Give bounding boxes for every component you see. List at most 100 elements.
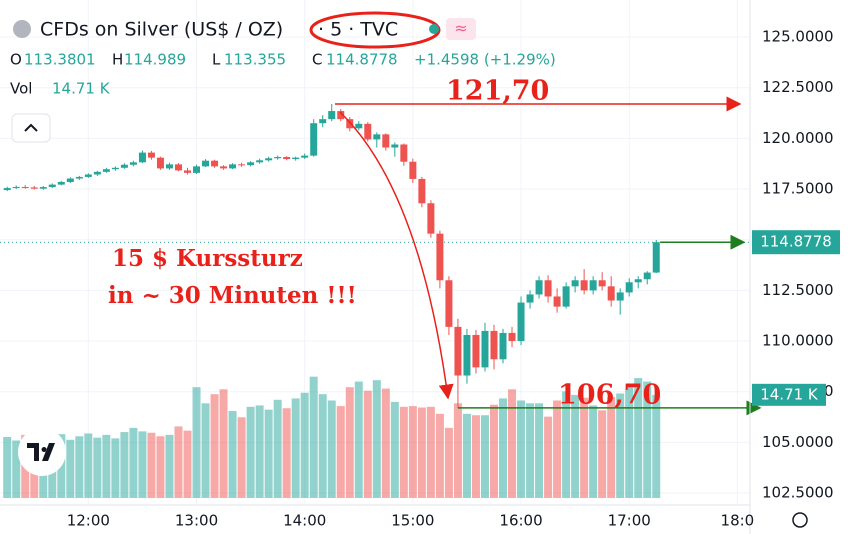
volume-bar [616,393,625,498]
volume-bar [625,384,634,498]
y-tick-label: 105.0000 [762,433,834,451]
logo [27,443,55,461]
candle-body [111,167,119,170]
volume-bar [219,389,228,498]
y-tick-label: 102.5000 [762,484,834,502]
candle-body [48,184,56,188]
candle-body [544,280,552,297]
candle-body [445,280,453,327]
candle-body [625,282,633,293]
volume-bar [318,394,327,498]
symbol-icon [13,20,31,38]
volume-box [752,383,826,406]
volume-bar [210,394,219,498]
y-tick-label: 122.5000 [762,78,834,96]
y-tick-label: 112.5000 [762,281,834,299]
annotation: 121,70 [446,75,549,106]
volume-bar [381,388,390,498]
volume-bar [264,409,273,498]
volume-bar [489,404,498,498]
volume-bar [426,406,435,498]
last-price-label: 114.8778 [760,233,832,251]
vol-value: 14.71 K [52,80,111,98]
candle-body [202,160,210,167]
candle-body [129,162,137,165]
volume-bar [345,387,354,498]
candle-body [400,144,408,162]
candle-body [292,157,300,160]
x-tick-label: 16:00 [499,512,542,530]
candle-body [75,176,83,179]
last-price-box [752,230,840,255]
y-tick-label: 110.0000 [762,332,834,350]
candle-body [238,164,246,166]
volume-bar [300,392,309,498]
volume-bar [408,406,417,498]
candle-body [517,302,525,342]
candle-body [643,272,651,280]
x-tick-label: 14:00 [283,512,326,530]
settings-icon[interactable] [792,512,808,528]
candle-body [526,294,534,303]
candle-body [490,330,498,360]
l-value: 113.355 [224,51,286,69]
candle-body [138,152,146,163]
volume-bar [75,436,84,498]
volume-bar [246,406,255,498]
volume-bar [480,415,489,498]
volume-bar [84,433,93,498]
candle-body [165,164,173,169]
volume-bar [174,426,183,498]
candle-body [147,152,155,158]
candle-body [66,178,74,182]
candle-body [93,171,101,175]
y-tick-label: 120.0000 [762,129,834,147]
volume-bar [598,410,607,498]
volume-bar [399,406,408,498]
candle-body [39,187,47,189]
candle-body [355,123,363,129]
symbol: CFDs on Silver (US$ / OZ) [40,19,283,41]
logo-bg [18,428,66,476]
candle-body [229,164,237,169]
candle-body [652,242,660,273]
candle-body [472,334,480,368]
volume-bar [517,400,526,498]
candle-body [571,280,579,287]
volume-bar [453,403,462,498]
annotation: 15 $ Kurssturz [112,245,303,272]
candle-body [12,187,20,189]
l-label: L [212,51,221,69]
volume-bar [607,396,616,498]
volume-bar [282,408,291,498]
volume-bar [255,405,264,498]
volume-bar [544,416,553,498]
candle-body [427,203,435,234]
candle-body [616,292,624,301]
candle-body [265,158,273,161]
candle-body [301,155,309,158]
annotation: in ~ 30 Minuten !!! [108,282,357,309]
candle-body [598,280,606,287]
h-label: H [112,51,123,69]
o-label: O [10,51,22,69]
h-value: 114.989 [124,51,186,69]
candle-body [553,296,561,307]
volume-bar [354,381,363,498]
candle-body [463,334,471,376]
volume-bar [102,434,111,498]
candle-body [454,326,462,376]
candle-body [57,181,65,185]
candle-body [535,280,543,295]
volume-bar [291,398,300,498]
highlight-circle [309,11,441,49]
volume-bar [508,389,517,498]
candle-body [184,170,191,173]
collapse-icon [24,123,38,132]
collapse-button[interactable] [11,113,51,143]
x-tick-label: 12:00 [67,512,110,530]
candle-body [220,166,228,169]
volume-bar [183,430,192,498]
volume-bar [535,403,544,498]
